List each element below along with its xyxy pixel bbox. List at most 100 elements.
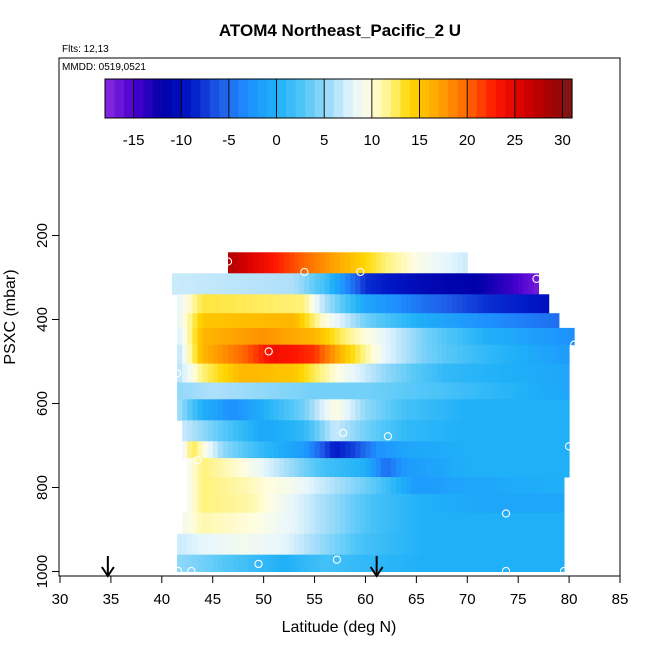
heatmap-cell bbox=[533, 382, 540, 400]
heatmap-cell bbox=[314, 382, 321, 400]
heatmap-cell bbox=[222, 344, 229, 365]
heatmap-cell bbox=[508, 344, 514, 365]
heatmap-cell bbox=[258, 458, 265, 478]
heatmap-cell bbox=[248, 294, 254, 314]
heatmap-cell bbox=[441, 327, 448, 346]
heatmap-cell bbox=[370, 493, 377, 514]
heatmap-cell bbox=[258, 399, 265, 421]
heatmap-cell bbox=[452, 477, 458, 495]
heatmap-cell bbox=[528, 493, 534, 514]
heatmap-cell bbox=[197, 399, 204, 421]
heatmap-cell bbox=[202, 441, 209, 459]
heatmap-cell bbox=[426, 294, 433, 314]
heatmap-cell bbox=[502, 344, 509, 365]
heatmap-cell bbox=[487, 512, 494, 535]
heatmap-cell bbox=[365, 344, 372, 365]
heatmap-cell bbox=[548, 327, 555, 346]
heatmap-cell bbox=[426, 273, 433, 295]
heatmap-cell bbox=[375, 493, 382, 514]
heatmap-cell bbox=[278, 441, 285, 459]
heatmap-cell bbox=[212, 382, 219, 400]
heatmap-cell bbox=[497, 554, 504, 572]
heatmap-cell bbox=[314, 458, 321, 478]
heatmap-cell bbox=[334, 363, 341, 383]
heatmap-cell bbox=[345, 382, 351, 400]
heatmap-cell bbox=[426, 493, 433, 514]
heatmap-cell bbox=[431, 327, 438, 346]
heatmap-cell bbox=[508, 294, 514, 314]
heatmap-cell bbox=[513, 327, 519, 346]
heatmap-cell bbox=[477, 554, 484, 572]
heatmap-cell bbox=[411, 458, 417, 478]
heatmap-cell bbox=[523, 327, 529, 346]
heatmap-cell bbox=[355, 363, 361, 383]
heatmap-cell bbox=[497, 382, 504, 400]
heatmap-cell bbox=[222, 477, 229, 495]
heatmap-cell bbox=[396, 382, 402, 400]
heatmap-cell bbox=[284, 273, 290, 295]
heatmap-cell bbox=[370, 294, 377, 314]
heatmap-cell bbox=[375, 344, 382, 365]
heatmap-cell bbox=[482, 382, 489, 400]
heatmap-cell bbox=[187, 441, 193, 459]
heatmap-cell bbox=[238, 294, 244, 314]
heatmap-cell bbox=[375, 441, 382, 459]
heatmap-cell bbox=[528, 399, 534, 421]
heatmap-cell bbox=[462, 420, 468, 442]
heatmap-cell bbox=[365, 327, 372, 346]
heatmap-cell bbox=[436, 252, 443, 274]
heatmap-cell bbox=[457, 512, 463, 535]
heatmap-cell bbox=[553, 382, 560, 400]
heatmap-cell bbox=[294, 477, 300, 495]
heatmap-cell bbox=[446, 294, 453, 314]
heatmap-cell bbox=[533, 554, 540, 572]
heatmap-cell bbox=[487, 273, 494, 295]
heatmap-cell bbox=[243, 493, 249, 514]
heatmap-cell bbox=[441, 294, 448, 314]
heatmap-cell bbox=[411, 512, 417, 535]
heatmap-cell bbox=[457, 533, 463, 556]
heatmap-cell bbox=[457, 273, 463, 295]
heatmap-cell bbox=[314, 477, 321, 495]
heatmap-cell bbox=[273, 327, 280, 346]
heatmap-cell bbox=[314, 441, 321, 459]
heatmap-cell bbox=[243, 399, 249, 421]
heatmap-cell bbox=[508, 477, 514, 495]
heatmap-cell bbox=[472, 294, 478, 314]
heatmap-cell bbox=[533, 477, 540, 495]
heatmap-cell bbox=[467, 533, 473, 556]
heatmap-cell bbox=[390, 252, 397, 274]
heatmap-cell bbox=[268, 273, 275, 295]
y-axis: 200 400 600 800 1000 bbox=[34, 223, 60, 588]
heatmap-cell bbox=[248, 344, 254, 365]
heatmap-cell bbox=[273, 441, 280, 459]
colorbar-cell bbox=[286, 79, 297, 118]
heatmap-cell bbox=[192, 441, 198, 459]
heatmap-cell bbox=[380, 477, 387, 495]
heatmap-cell bbox=[350, 399, 356, 421]
heatmap-cell bbox=[314, 399, 321, 421]
heatmap-cell bbox=[452, 273, 458, 295]
heatmap-cell bbox=[258, 493, 265, 514]
heatmap-cell bbox=[340, 252, 346, 274]
heatmap-cell bbox=[513, 512, 519, 535]
heatmap-cell bbox=[360, 554, 366, 572]
heatmap-cell bbox=[390, 382, 397, 400]
heatmap-cell bbox=[528, 344, 534, 365]
heatmap-cell bbox=[355, 273, 361, 295]
heatmap-cell bbox=[365, 313, 372, 329]
heatmap-cell bbox=[222, 382, 229, 400]
heatmap-cell bbox=[462, 533, 468, 556]
sample-point bbox=[564, 442, 574, 451]
heatmap-cell bbox=[421, 533, 428, 556]
heatmap-cell bbox=[558, 344, 565, 365]
heatmap-cell bbox=[370, 512, 377, 535]
heatmap-cell bbox=[508, 512, 514, 535]
heatmap-cell bbox=[416, 493, 422, 514]
heatmap-cell bbox=[299, 327, 305, 346]
heatmap-cell bbox=[284, 554, 290, 572]
heatmap-cell bbox=[492, 399, 499, 421]
heatmap-cell bbox=[217, 477, 224, 495]
heatmap-cell bbox=[467, 420, 473, 442]
heatmap-cell bbox=[177, 294, 183, 314]
